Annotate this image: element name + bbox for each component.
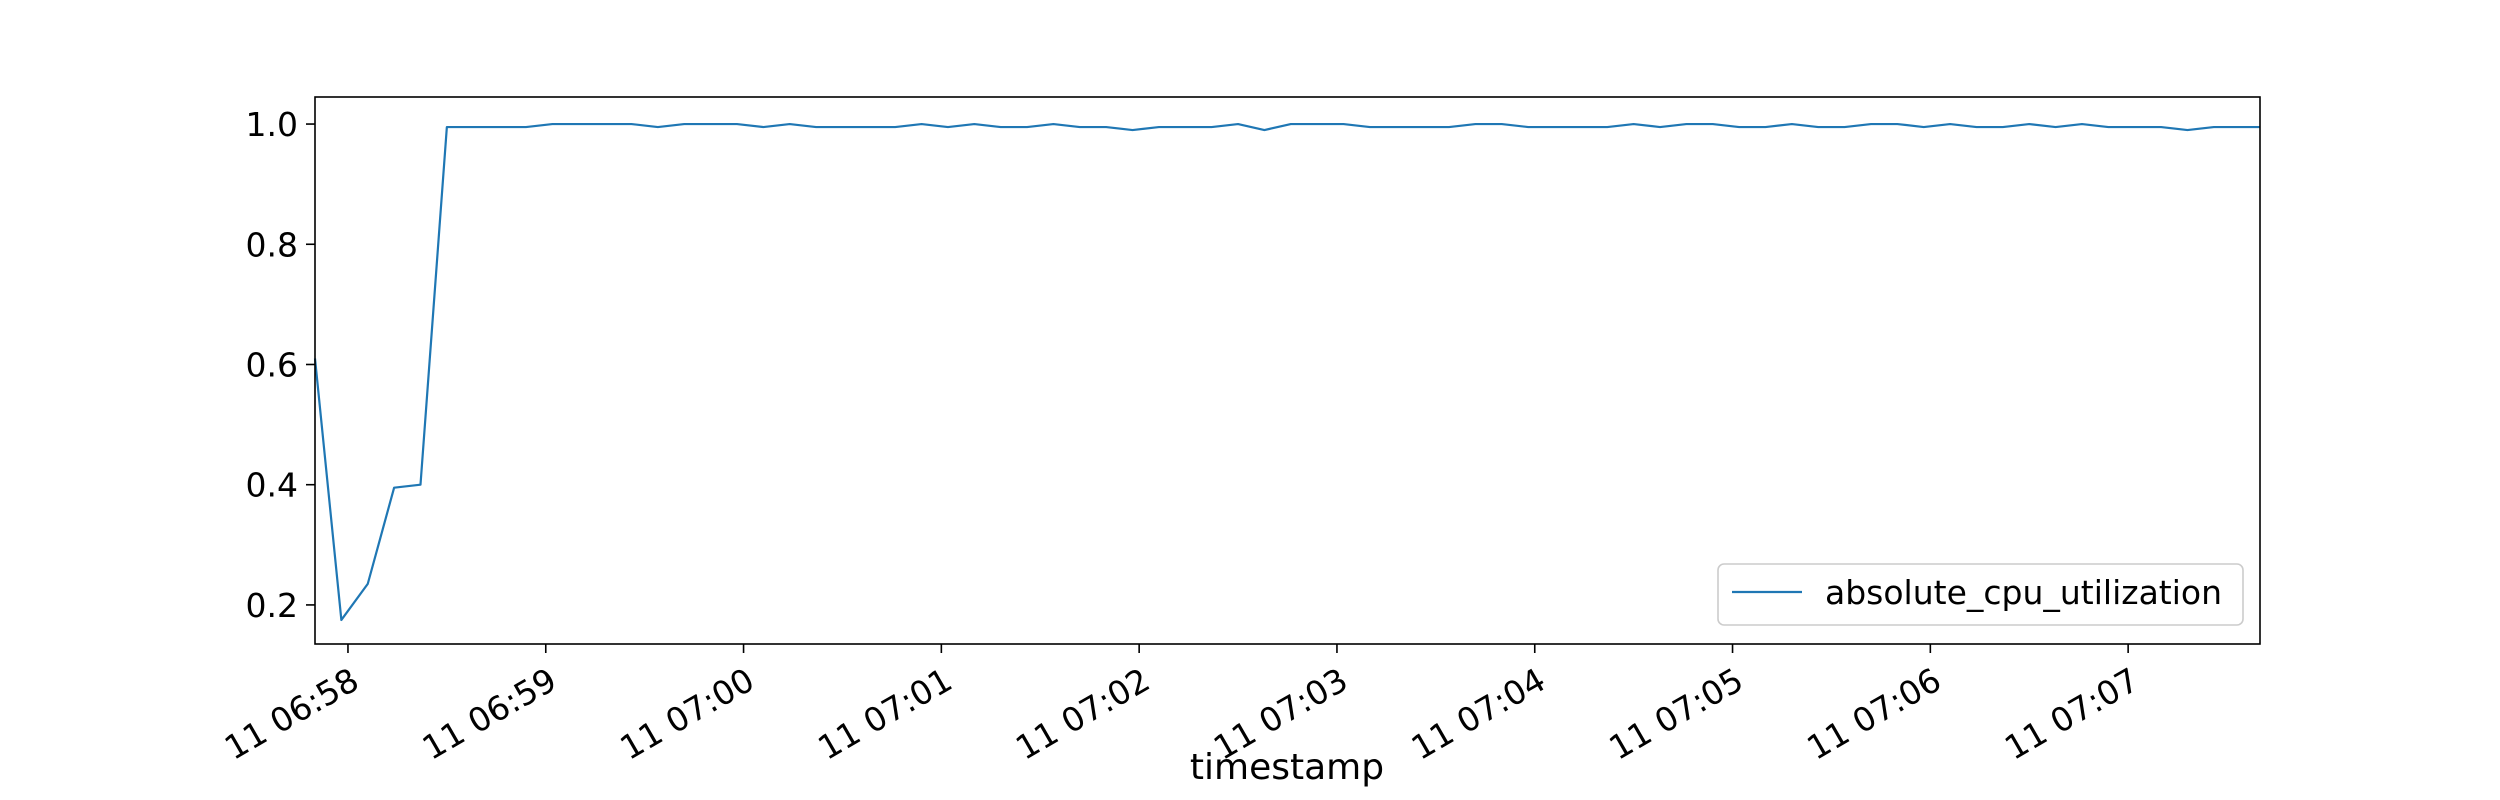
- x-tick-label: 11 07:02: [1009, 660, 1156, 768]
- x-axis: 11 06:58 11 06:59 11 07:00 11 07:01 11 07:02…: [218, 644, 2145, 768]
- y-axis: 0.2 0.4 0.6 0.8 1.0: [246, 105, 315, 625]
- x-tick-label: 11 07:00: [613, 660, 760, 768]
- x-tick-label: 11 06:58: [218, 660, 365, 768]
- y-tick-label: 0.6: [246, 345, 298, 384]
- x-tick-label: 11 07:01: [811, 660, 958, 768]
- y-tick-label: 0.2: [246, 586, 298, 625]
- y-tick-label: 1.0: [246, 105, 298, 144]
- x-tick-label: 11 07:05: [1602, 660, 1749, 768]
- y-tick-label: 0.4: [246, 466, 298, 505]
- legend: absolute_cpu_utilization: [1717, 563, 2244, 626]
- x-tick-label: 11 07:07: [1998, 660, 2145, 768]
- plot-frame: [314, 96, 2261, 645]
- x-axis-label: timestamp: [1190, 747, 1384, 788]
- series-layer: [313, 122, 2260, 622]
- x-tick-label: 11 06:59: [416, 660, 563, 768]
- legend-box: [1717, 563, 2244, 626]
- series-line-absolute-cpu-utilization: [313, 122, 2260, 622]
- x-tick-label: 11 07:06: [1800, 660, 1947, 768]
- plot-area: [315, 97, 2260, 644]
- legend-label: absolute_cpu_utilization: [1825, 573, 2222, 612]
- x-tick-label: 11 07:04: [1405, 660, 1552, 768]
- y-tick-label: 0.8: [246, 225, 298, 264]
